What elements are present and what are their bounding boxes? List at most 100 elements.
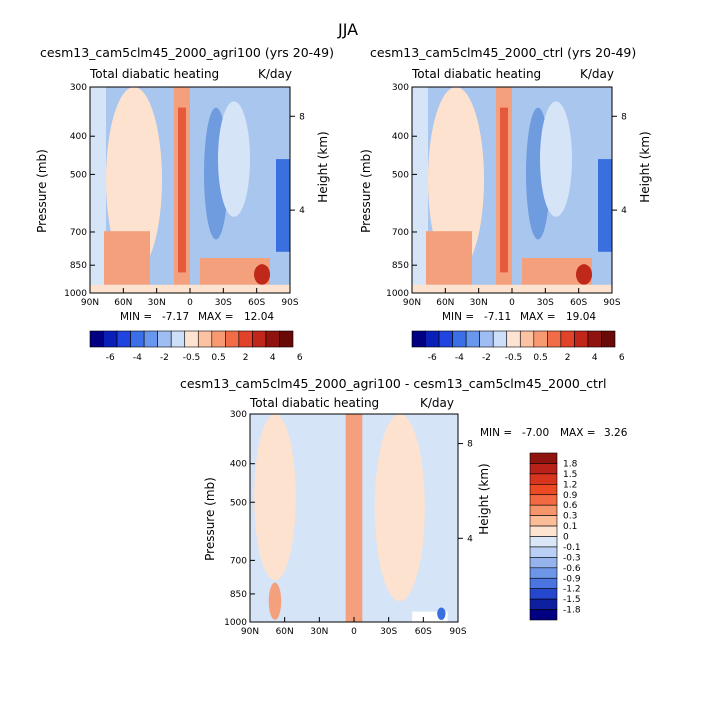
panel1-band bbox=[90, 87, 106, 293]
panel1-nh-surface bbox=[104, 231, 150, 285]
panel2-ytick-label-0: 300 bbox=[392, 83, 409, 93]
panel1-ytick-label-3: 700 bbox=[70, 228, 87, 238]
panel3-max-label: MAX = bbox=[560, 427, 596, 439]
panel1-ytick-label-1: 400 bbox=[70, 132, 87, 142]
cb3-swatch-9 bbox=[529, 546, 558, 558]
panel3-ytick-label-2: 500 bbox=[230, 498, 247, 508]
panel2-min-value: -7.11 bbox=[484, 311, 512, 323]
cb1-swatch-13 bbox=[265, 330, 280, 348]
cb2-swatch-4 bbox=[465, 330, 480, 348]
cb3-label-10: -0.6 bbox=[563, 564, 581, 574]
panel2-xtick-label-6: 90S bbox=[603, 298, 620, 308]
panel1-ytick-label-4: 850 bbox=[70, 261, 87, 271]
cb3-label-9: -0.3 bbox=[563, 553, 581, 563]
cb2-label-5: 2 bbox=[565, 353, 571, 363]
panel3-ytick-label-5: 1000 bbox=[224, 618, 247, 628]
cb2-label-2: -2 bbox=[482, 353, 491, 363]
panel2-max-value: 19.04 bbox=[566, 311, 597, 323]
panel2-y2tick-label-0: 8 bbox=[621, 112, 627, 122]
panel1-max-label: MAX = bbox=[198, 311, 234, 323]
panel3-ytick-label-3: 700 bbox=[230, 556, 247, 566]
cb1-swatch-4 bbox=[143, 330, 158, 348]
panel1-xtick-label-5: 60S bbox=[248, 298, 265, 308]
panel1-xtick-label-0: 90N bbox=[81, 298, 99, 308]
cb3-label-8: -0.1 bbox=[563, 543, 581, 553]
cb3-swatch-15 bbox=[529, 609, 558, 621]
cb3-label-13: -1.5 bbox=[563, 595, 581, 605]
panel1-y2tick-label-0: 8 bbox=[299, 112, 305, 122]
cb1-swatch-2 bbox=[116, 330, 131, 348]
panel1-xtick-label-2: 30N bbox=[148, 298, 166, 308]
cb2-label-0: -6 bbox=[428, 353, 437, 363]
cb2-swatch-11 bbox=[560, 330, 575, 348]
panel3-y2tick-label-0: 8 bbox=[467, 440, 473, 450]
cb3-label-2: 1.2 bbox=[563, 480, 577, 490]
cb1-swatch-10 bbox=[225, 330, 240, 348]
panel2-sh-light bbox=[540, 101, 572, 217]
panel1-y2tick-label-1: 4 bbox=[299, 206, 305, 216]
cb2-swatch-7 bbox=[506, 330, 521, 348]
panel3-ytick-label-4: 850 bbox=[230, 590, 247, 600]
cb3-swatch-12 bbox=[529, 577, 558, 589]
panel3-ylabel: Pressure (mb) bbox=[203, 477, 217, 561]
panel1-min-label: MIN = bbox=[120, 311, 153, 323]
panel2-units: K/day bbox=[580, 67, 614, 81]
panel3-max-value: 3.26 bbox=[604, 427, 628, 439]
panel1-pole bbox=[276, 159, 290, 252]
panel1-xtick-label-6: 90S bbox=[281, 298, 298, 308]
cb3-swatch-13 bbox=[529, 588, 558, 600]
panel1-sh-light bbox=[218, 101, 250, 217]
panel1-xtick-label-4: 30S bbox=[215, 298, 232, 308]
panel1-min-value: -7.17 bbox=[162, 311, 190, 323]
cb2-label-6: 4 bbox=[592, 353, 598, 363]
panel2-pole bbox=[598, 159, 612, 252]
panel2-sh-peak bbox=[576, 264, 592, 285]
cb2-swatch-0 bbox=[411, 330, 426, 348]
cb3-label-14: -1.8 bbox=[563, 606, 581, 616]
cb2-label-3: -0.5 bbox=[505, 353, 523, 363]
panel2-ytick-label-1: 400 bbox=[392, 132, 409, 142]
cb3-swatch-0 bbox=[529, 452, 558, 464]
cb3-swatch-8 bbox=[529, 536, 558, 548]
cb2-label-7: 6 bbox=[619, 353, 625, 363]
cb1-label-1: -4 bbox=[133, 353, 142, 363]
panel1-ytick-label-0: 300 bbox=[70, 83, 87, 93]
panel1-ytick-label-2: 500 bbox=[70, 170, 87, 180]
cb2-swatch-1 bbox=[425, 330, 440, 348]
cb1-label-7: 6 bbox=[297, 353, 303, 363]
panel2-ytick-label-4: 850 bbox=[392, 261, 409, 271]
cb2-swatch-10 bbox=[547, 330, 562, 348]
panel2-xtick-label-0: 90N bbox=[403, 298, 421, 308]
cb2-label-4: 0.5 bbox=[533, 353, 547, 363]
panel2-xtick-label-5: 60S bbox=[570, 298, 587, 308]
panel3-xtick-label-2: 30N bbox=[310, 627, 328, 637]
cb1-label-3: -0.5 bbox=[183, 353, 201, 363]
panel1-max-value: 12.04 bbox=[244, 311, 275, 323]
panel3-title: cesm13_cam5clm45_2000_agri100 - cesm13_c… bbox=[180, 376, 607, 391]
panel3-ytick-label-0: 300 bbox=[230, 410, 247, 420]
cb3-label-0: 1.8 bbox=[563, 459, 578, 469]
panel3-xtick-label-6: 90S bbox=[449, 627, 466, 637]
panel1-units: K/day bbox=[258, 67, 292, 81]
panel2-ytick-label-5: 1000 bbox=[386, 289, 409, 299]
cb2-swatch-14 bbox=[601, 330, 616, 348]
panel2-variable: Total diabatic heating bbox=[412, 67, 542, 81]
cb1-swatch-3 bbox=[130, 330, 145, 348]
panel1-xtick-label-1: 60N bbox=[114, 298, 132, 308]
panel1-title: cesm13_cam5clm45_2000_agri100 (yrs 20-49… bbox=[40, 45, 334, 60]
cb3-label-11: -0.9 bbox=[563, 574, 581, 584]
panel2-xtick-label-3: 0 bbox=[509, 298, 515, 308]
panel3-warm1 bbox=[254, 414, 296, 581]
cb3-label-4: 0.6 bbox=[563, 501, 578, 511]
cb3-swatch-5 bbox=[529, 504, 558, 516]
panel1-nh-warm bbox=[106, 87, 162, 273]
panel2-ytick-label-3: 700 bbox=[392, 228, 409, 238]
cb3-swatch-6 bbox=[529, 515, 558, 527]
panel2-ytick-label-2: 500 bbox=[392, 170, 409, 180]
panel3-variable: Total diabatic heating bbox=[250, 396, 380, 410]
panel2-title: cesm13_cam5clm45_2000_ctrl (yrs 20-49) bbox=[370, 45, 637, 60]
panel1-itcz-core bbox=[178, 107, 186, 273]
panel3-itcz bbox=[345, 414, 363, 622]
cb1-label-5: 2 bbox=[243, 353, 249, 363]
panel1-sh-peak bbox=[254, 264, 270, 285]
